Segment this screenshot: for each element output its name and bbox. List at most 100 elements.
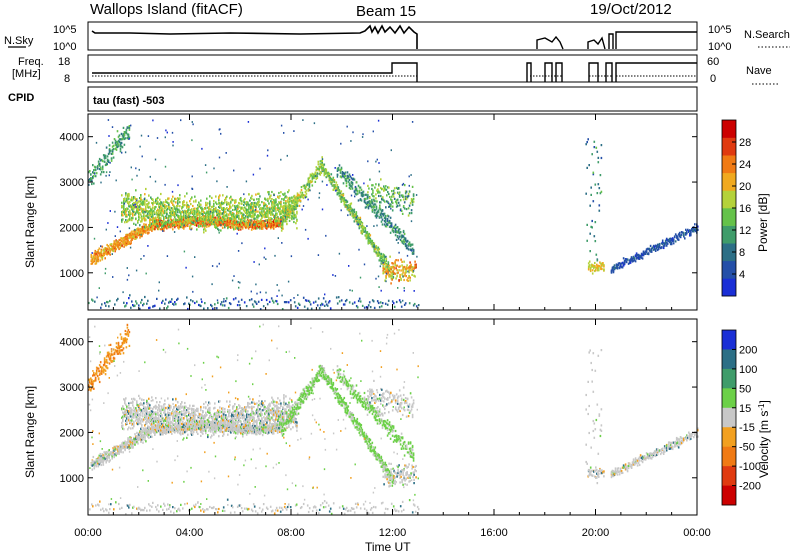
power-point xyxy=(102,254,105,257)
power-point xyxy=(589,204,591,207)
power-point xyxy=(130,239,132,243)
power-point xyxy=(336,169,339,172)
power-point xyxy=(108,246,110,249)
power-point xyxy=(172,203,174,206)
power-point xyxy=(178,215,180,218)
power-point xyxy=(283,193,285,196)
power-point xyxy=(154,220,156,223)
power-point xyxy=(359,218,362,221)
power-point xyxy=(144,231,146,234)
power-point xyxy=(650,248,653,251)
power-point xyxy=(222,221,225,224)
power-point xyxy=(375,246,378,249)
power-point xyxy=(266,213,268,216)
power-point xyxy=(123,137,126,141)
power-point xyxy=(411,201,414,204)
power-point xyxy=(160,224,162,227)
power-point xyxy=(337,168,340,171)
power-point xyxy=(264,204,266,207)
power-point xyxy=(173,205,175,208)
power-point xyxy=(234,297,237,300)
power-point xyxy=(394,228,397,231)
power-point xyxy=(284,210,286,213)
power-point xyxy=(377,254,380,257)
power-point xyxy=(251,215,253,218)
power-point xyxy=(247,214,249,217)
power-point xyxy=(171,298,173,301)
power-point xyxy=(162,207,164,210)
power-point xyxy=(208,209,210,212)
power-point xyxy=(286,215,289,218)
power-point xyxy=(406,264,408,267)
power-point xyxy=(388,267,391,270)
power-point xyxy=(161,228,163,231)
power-point xyxy=(167,207,169,210)
power-point xyxy=(639,256,642,259)
power-point xyxy=(319,160,322,163)
power-point xyxy=(208,208,210,211)
power-point xyxy=(260,226,263,229)
power-point xyxy=(615,266,618,269)
power-point xyxy=(149,212,151,215)
power-point xyxy=(93,256,96,260)
power-point xyxy=(152,217,154,220)
power-point xyxy=(159,202,161,205)
power-point xyxy=(170,200,172,203)
power-point xyxy=(209,216,211,219)
power-point xyxy=(305,299,308,302)
power-point xyxy=(296,210,298,213)
power-point xyxy=(383,257,386,260)
power-point xyxy=(234,226,237,229)
power-point xyxy=(385,257,388,260)
power-point xyxy=(689,234,691,237)
power-point xyxy=(354,192,357,195)
power-point xyxy=(322,167,325,170)
power-point xyxy=(288,219,291,222)
power-point xyxy=(191,220,193,224)
power-point xyxy=(394,261,396,264)
power-point xyxy=(384,268,387,271)
power-point xyxy=(146,225,148,229)
power-point xyxy=(151,224,153,227)
power-point xyxy=(257,220,259,224)
power-point xyxy=(390,205,392,208)
power-point xyxy=(386,200,388,203)
power-point xyxy=(215,195,217,198)
power-point xyxy=(242,212,244,215)
power-point xyxy=(231,222,234,225)
power-point xyxy=(181,210,183,213)
power-point xyxy=(248,299,251,302)
power-point xyxy=(277,196,279,199)
power-point xyxy=(152,224,154,227)
power-point xyxy=(104,156,107,159)
power-point xyxy=(590,225,592,228)
freq-label-2: [MHz] xyxy=(12,68,41,80)
power-point xyxy=(159,198,161,201)
power-point xyxy=(132,236,134,239)
power-point xyxy=(409,269,411,272)
power-point xyxy=(198,212,200,215)
power-point xyxy=(157,219,159,222)
power-point xyxy=(139,231,141,234)
power-point xyxy=(384,187,386,190)
power-point xyxy=(235,223,238,226)
power-point xyxy=(145,226,147,229)
power-point xyxy=(380,194,382,198)
power-point xyxy=(115,140,118,144)
power-point xyxy=(408,204,411,207)
power-point xyxy=(388,225,391,228)
power-point xyxy=(223,208,225,211)
power-point xyxy=(601,265,603,268)
power-point xyxy=(244,197,246,201)
power-point xyxy=(178,227,180,230)
power-point xyxy=(248,206,250,210)
power-point xyxy=(409,276,411,279)
power-point xyxy=(279,207,281,210)
power-point xyxy=(264,223,267,226)
power-point xyxy=(678,232,681,235)
power-point xyxy=(233,218,236,222)
power-point xyxy=(369,204,371,207)
power-point xyxy=(401,260,403,263)
power-point xyxy=(287,191,289,194)
power-point xyxy=(334,185,337,188)
